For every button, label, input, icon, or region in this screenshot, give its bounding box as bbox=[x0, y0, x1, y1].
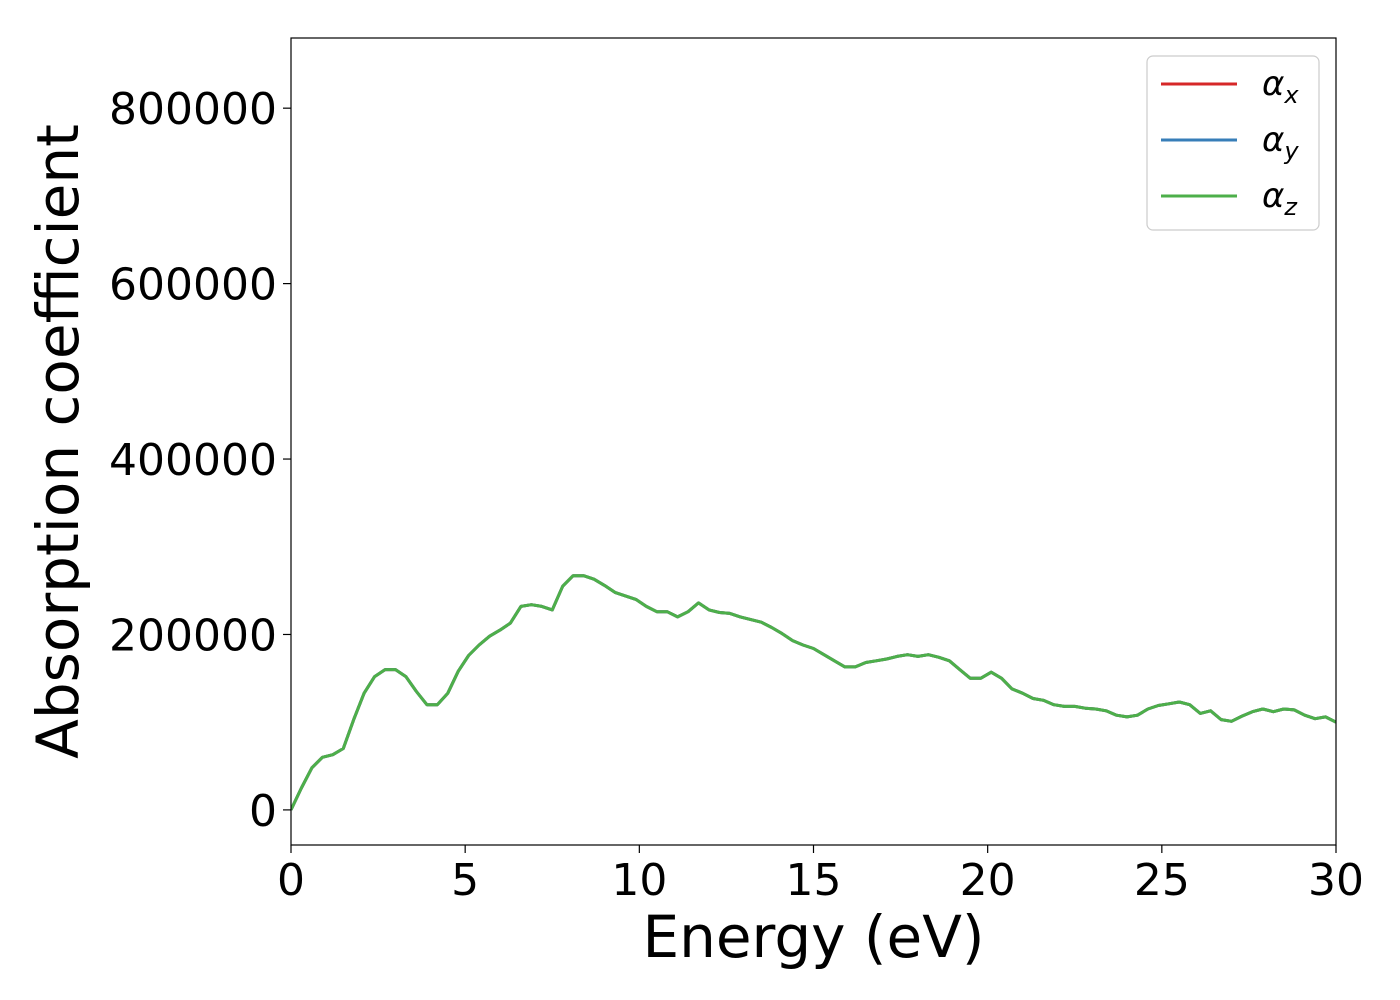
y-tick-label: 600000 bbox=[109, 260, 277, 311]
legend: αx αy αz bbox=[1146, 55, 1320, 231]
x-tick-label: 20 bbox=[960, 855, 1016, 906]
x-tick-label: 0 bbox=[277, 855, 305, 906]
y-tick-label: 0 bbox=[249, 786, 277, 837]
x-tick-label: 25 bbox=[1134, 855, 1190, 906]
x-axis-label: Energy (eV) bbox=[642, 903, 984, 971]
x-tick-label: 5 bbox=[451, 855, 479, 906]
y-tick-label: 400000 bbox=[109, 435, 277, 486]
legend-label-y: αy bbox=[1262, 120, 1299, 165]
legend-label-x: αx bbox=[1262, 64, 1299, 109]
x-tick-label: 10 bbox=[611, 855, 667, 906]
x-tick-label: 30 bbox=[1308, 855, 1364, 906]
y-tick-label: 800000 bbox=[109, 84, 277, 135]
legend-box bbox=[1146, 55, 1320, 231]
series-layer bbox=[291, 574, 1336, 811]
x-axis: 0 5 10 15 20 25 30 bbox=[277, 845, 1364, 906]
y-axis: 0 200000 400000 600000 800000 bbox=[109, 84, 291, 837]
legend-label-z: αz bbox=[1262, 176, 1298, 221]
y-axis-label: Absorption coefficient bbox=[24, 124, 92, 759]
y-tick-label: 200000 bbox=[109, 610, 277, 661]
series-line-z bbox=[291, 574, 1336, 811]
x-tick-label: 15 bbox=[786, 855, 842, 906]
